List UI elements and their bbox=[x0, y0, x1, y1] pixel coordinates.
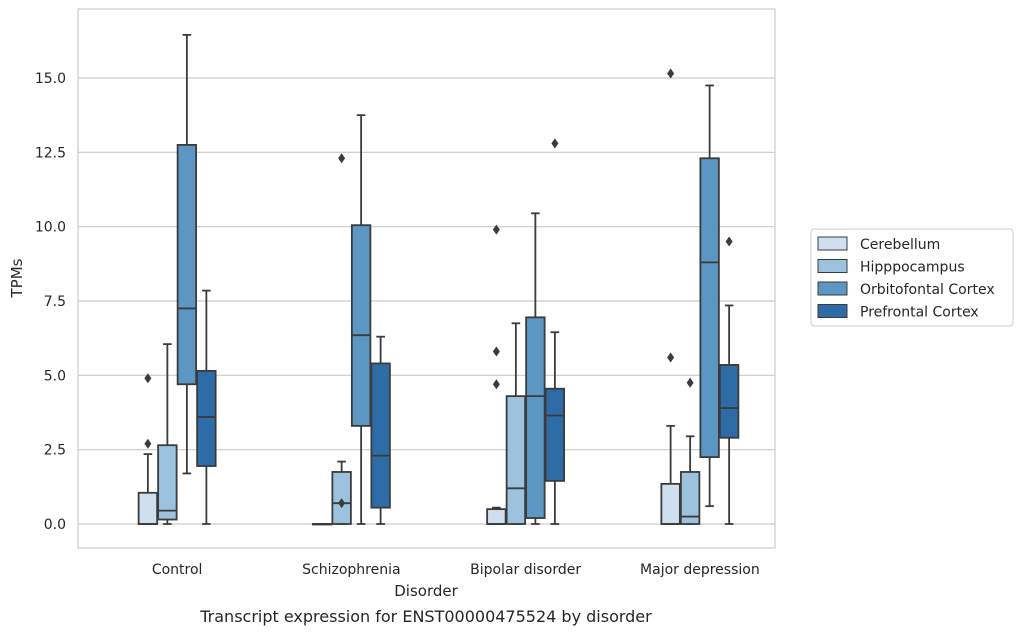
box-body bbox=[718, 364, 740, 439]
box-cerebellum-major-depression bbox=[660, 68, 681, 525]
box-body bbox=[544, 387, 566, 482]
x-tick-label: Control bbox=[152, 562, 203, 578]
box-prefrontal-cortex-schizophrenia bbox=[370, 335, 391, 525]
legend-label: Hipppocampus bbox=[860, 260, 965, 276]
y-tick-label: 10.0 bbox=[35, 220, 66, 236]
legend: Cerebellum Hipppocampus Orbitofontal Corte… bbox=[810, 228, 1014, 327]
legend-label: Prefrontal Cortex bbox=[860, 305, 979, 321]
box-body bbox=[176, 143, 198, 386]
box-body bbox=[486, 508, 507, 525]
legend-item-hipppocampus: Hipppocampus bbox=[817, 259, 965, 276]
y-axis-title: TPMs bbox=[8, 258, 26, 298]
box-prefrontal-cortex-major-depression bbox=[718, 236, 740, 525]
outlier-point bbox=[686, 377, 694, 388]
y-tick-label: 12.5 bbox=[35, 145, 66, 161]
box-body bbox=[525, 316, 546, 519]
y-tick-label: 7.5 bbox=[44, 294, 66, 310]
outlier-point bbox=[338, 153, 346, 164]
box-prefrontal-cortex-bipolar-disorder bbox=[544, 138, 566, 525]
box-hipppocampus-schizophrenia bbox=[331, 153, 352, 525]
box-body bbox=[505, 395, 527, 525]
box-body bbox=[660, 482, 681, 525]
box-body bbox=[331, 471, 352, 525]
x-tick-label: Major depression bbox=[640, 562, 760, 578]
legend-swatch bbox=[817, 259, 848, 273]
box-body bbox=[157, 444, 178, 521]
outlier-point bbox=[338, 498, 346, 509]
box-prefrontal-cortex-control bbox=[196, 289, 217, 525]
box-orbitofontal-cortex-schizophrenia bbox=[350, 114, 372, 525]
x-tick-label: Schizophrenia bbox=[302, 562, 400, 578]
box-body bbox=[699, 157, 720, 459]
box-hipppocampus-major-depression bbox=[679, 377, 701, 525]
outlier-point bbox=[725, 236, 733, 247]
legend-item-prefrontal-cortex: Prefrontal Cortex bbox=[817, 304, 979, 321]
box-cerebellum-bipolar-disorder bbox=[486, 224, 507, 525]
box-hipppocampus-bipolar-disorder bbox=[505, 322, 527, 525]
legend-swatch bbox=[817, 236, 848, 251]
outlier-point bbox=[144, 438, 152, 449]
y-axis-ticks: 0.0 2.5 5.0 7.5 10.0 12.5 15.0 bbox=[35, 71, 66, 533]
box-hipppocampus-control bbox=[157, 343, 178, 525]
x-tick-label: Bipolar disorder bbox=[470, 562, 581, 578]
box-cerebellum-schizophrenia bbox=[311, 523, 333, 526]
box-body bbox=[137, 491, 159, 525]
box-cerebellum-control bbox=[137, 373, 159, 525]
box-body bbox=[196, 369, 217, 467]
legend-item-cerebellum: Cerebellum bbox=[817, 236, 940, 253]
boxes bbox=[137, 33, 740, 526]
y-tick-label: 5.0 bbox=[44, 368, 66, 384]
y-tick-label: 0.0 bbox=[44, 517, 66, 533]
box-orbitofontal-cortex-major-depression bbox=[699, 84, 720, 508]
box-orbitofontal-cortex-control bbox=[176, 33, 198, 475]
outlier-point bbox=[492, 346, 500, 357]
legend-frame bbox=[810, 228, 1014, 327]
legend-item-orbitofontal-cortex: Orbitofontal Cortex bbox=[817, 281, 995, 298]
legend-label: Cerebellum bbox=[860, 237, 940, 253]
box-body bbox=[370, 362, 391, 509]
outlier-point bbox=[667, 68, 675, 79]
box-body bbox=[350, 224, 372, 427]
outlier-point bbox=[492, 379, 500, 390]
outlier-point bbox=[144, 373, 152, 384]
legend-swatch bbox=[817, 281, 848, 296]
box-orbitofontal-cortex-bipolar-disorder bbox=[525, 212, 546, 525]
x-axis-ticks: Control Schizophrenia Bipolar disorder Majo… bbox=[152, 562, 760, 578]
x-axis-title: Disorder bbox=[394, 582, 458, 600]
outlier-point bbox=[551, 138, 559, 149]
y-tick-label: 15.0 bbox=[35, 71, 66, 87]
outlier-point bbox=[492, 224, 500, 235]
legend-label: Orbitofontal Cortex bbox=[860, 282, 995, 298]
outlier-point bbox=[667, 352, 675, 363]
plot-area-frame bbox=[77, 8, 776, 549]
y-tick-label: 2.5 bbox=[44, 443, 66, 459]
chart-caption: Transcript expression for ENST0000047552… bbox=[199, 607, 652, 626]
legend-swatch bbox=[817, 304, 848, 318]
box-body bbox=[679, 471, 701, 525]
